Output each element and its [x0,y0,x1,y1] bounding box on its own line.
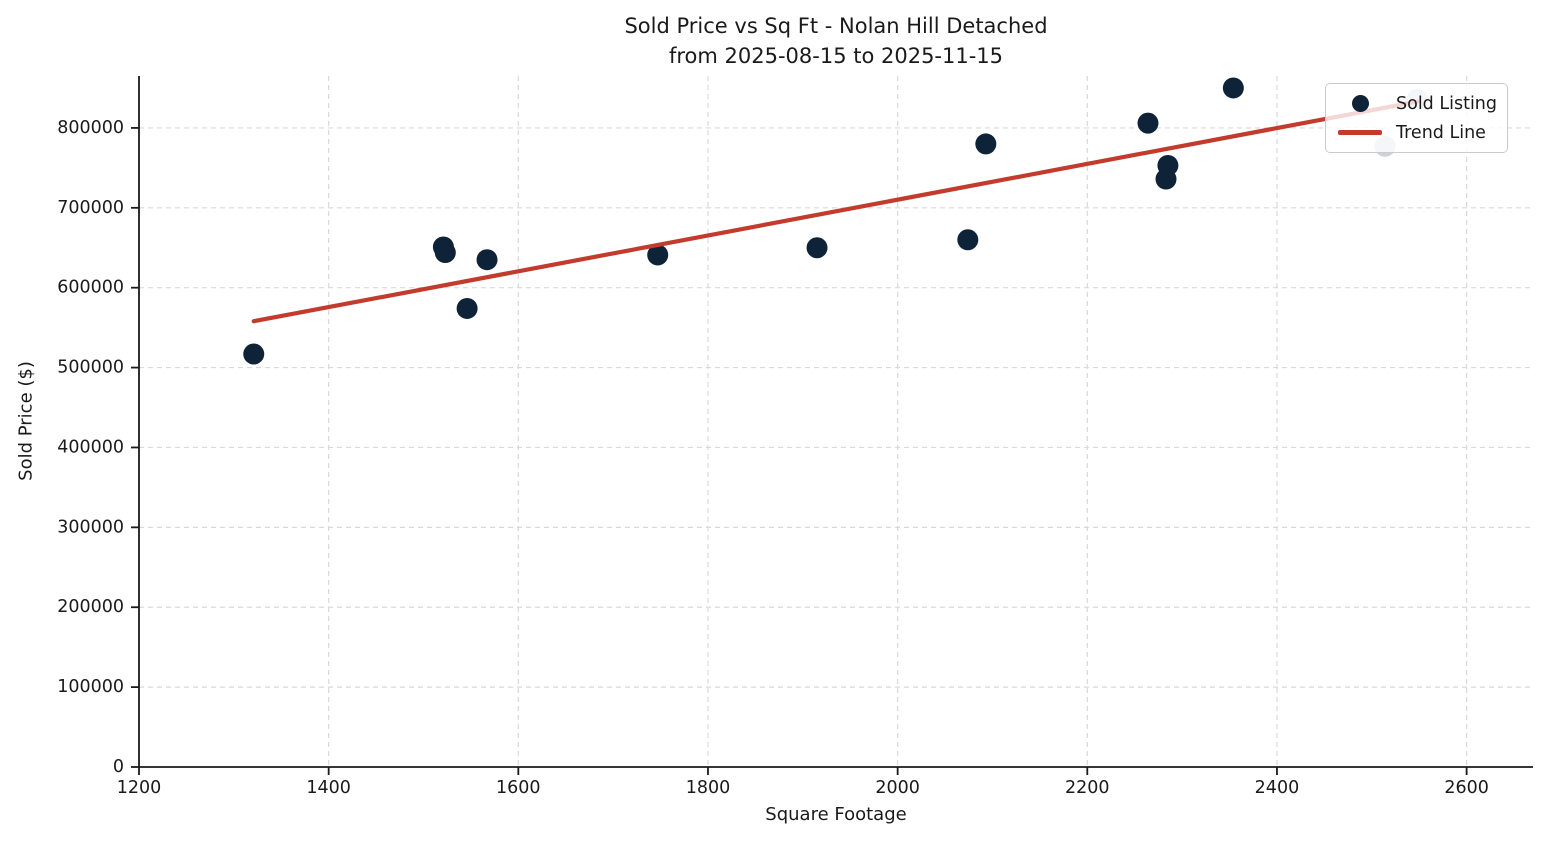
chart-title-line1: Sold Price vs Sq Ft - Nolan Hill Detache… [624,14,1048,38]
y-axis-label: Sold Price ($) [15,361,37,481]
sold-listing-dot-icon [1351,95,1369,112]
trend-line [251,99,1420,324]
scatter-point-sold [647,244,669,266]
chart-title-line2: from 2025-08-15 to 2025-11-15 [668,44,1004,68]
scatter-point-sold [456,297,478,319]
y-tick-label: 500000 [57,358,124,378]
scatter-point-sold [975,133,997,155]
scatter-point-sold [1222,77,1244,99]
legend-marker-slot [1336,95,1384,112]
scatter-point-sold [476,249,498,271]
y-tick-label: 400000 [57,437,124,457]
x-tick-label: 2600 [1444,778,1489,798]
x-tick-label: 2200 [1065,778,1110,798]
x-tick-label: 1400 [306,778,351,798]
y-tick-label: 0 [113,757,124,777]
y-tick-label: 200000 [57,597,124,617]
y-tick-label: 300000 [57,517,124,537]
x-tick-label: 1600 [496,778,541,798]
legend-item-trend-line: Trend Line [1336,118,1497,147]
legend-item-sold-listing: Sold Listing [1336,89,1497,118]
legend-label-trend-line: Trend Line [1396,122,1486,143]
x-tick-label: 1800 [686,778,731,798]
x-tick-label: 2000 [875,778,920,798]
legend-label-sold-listing: Sold Listing [1396,93,1498,114]
scatter-point-sold [243,343,265,365]
scatter-point-sold [957,229,979,251]
x-axis-label: Square Footage [765,804,907,825]
scatter-point-sold [1155,168,1177,190]
scatter-point-sold [1137,112,1159,134]
x-tick-label: 1200 [117,778,162,798]
legend: Sold Listing Trend Line [1325,83,1509,153]
trend-line-sample-icon [1338,130,1382,135]
chart-title: Sold Price vs Sq Ft - Nolan Hill Detache… [139,11,1533,71]
x-tick-label: 2400 [1255,778,1300,798]
y-tick-label: 100000 [57,677,124,697]
y-tick-label: 600000 [57,278,124,298]
scatter-point-sold [806,237,828,259]
y-tick-label: 800000 [57,118,124,138]
legend-marker-slot [1336,130,1384,135]
scatter-point-sold [434,242,456,264]
y-tick-label: 700000 [57,198,124,218]
